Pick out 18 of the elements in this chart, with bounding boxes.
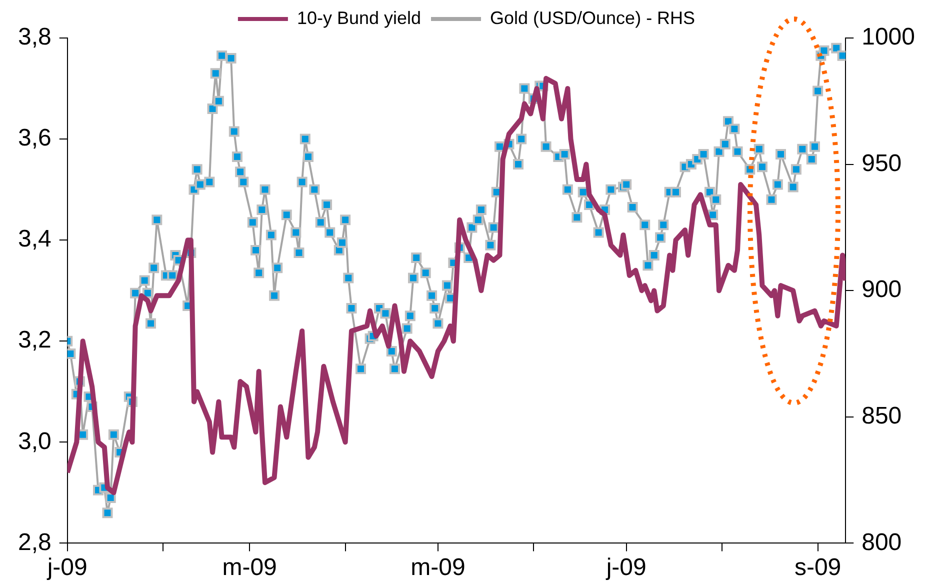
x-tick-label: m-09 bbox=[410, 554, 466, 582]
y2-tick-label: 950 bbox=[862, 150, 902, 177]
legend-label: 10-y Bund yield bbox=[296, 8, 422, 28]
y2-tick-label: 900 bbox=[862, 276, 902, 304]
y2-tick-label: 800 bbox=[862, 528, 902, 556]
y2-tick-label: 850 bbox=[862, 402, 902, 430]
x-tick-label: j-09 bbox=[605, 554, 646, 582]
y-tick-label: 2,8 bbox=[18, 528, 52, 556]
x-tick-label: j-09 bbox=[46, 554, 88, 582]
legend-label: Gold (USD/Ounce) - RHS bbox=[490, 8, 696, 28]
y-tick-label: 3,2 bbox=[18, 326, 52, 354]
y-tick-label: 3,0 bbox=[18, 428, 52, 455]
x-tick-label: m-09 bbox=[222, 554, 277, 582]
y-tick-label: 3,8 bbox=[18, 24, 52, 51]
x-tick-label: s-09 bbox=[794, 554, 842, 582]
y2-tick-label: 1000 bbox=[862, 24, 915, 51]
y-tick-label: 3,4 bbox=[18, 226, 52, 253]
y-tick-label: 3,6 bbox=[18, 124, 52, 152]
